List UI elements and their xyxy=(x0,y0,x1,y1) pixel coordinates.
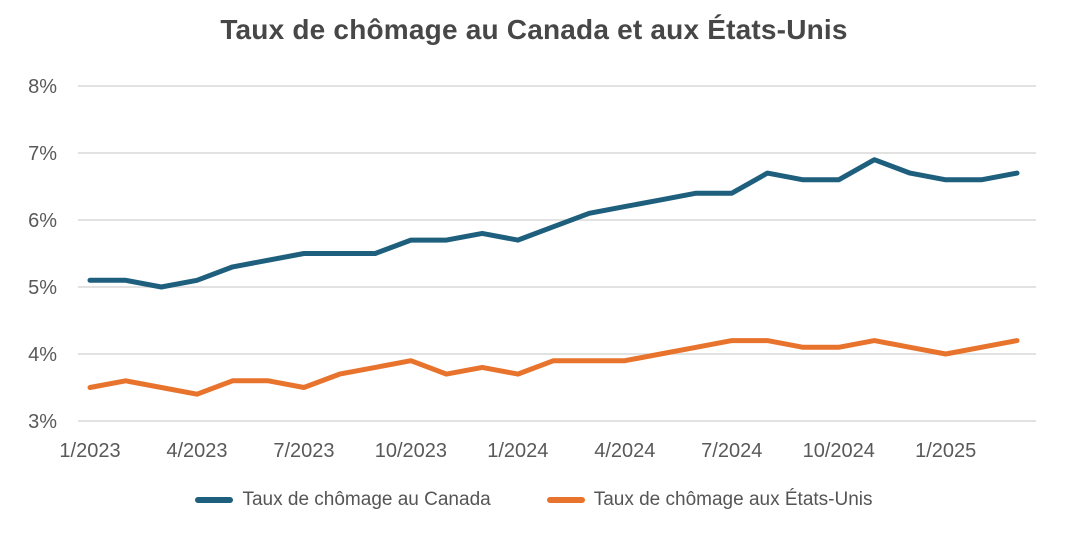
x-tick-label: 7/2023 xyxy=(273,440,334,462)
y-tick-label: 7% xyxy=(28,143,57,165)
x-tick-label: 1/2025 xyxy=(915,440,976,462)
series-line-0 xyxy=(87,157,1020,290)
series-line-1 xyxy=(87,338,1020,397)
y-tick-label: 5% xyxy=(28,277,57,299)
x-tick-label: 4/2023 xyxy=(166,440,227,462)
x-tick-label: 10/2024 xyxy=(803,440,875,462)
legend: Taux de chômage au Canada Taux de chômag… xyxy=(0,489,1068,511)
x-tick-label: 4/2024 xyxy=(594,440,655,462)
legend-swatch-canada xyxy=(195,497,234,503)
legend-entry-us: Taux de chômage aux États-Unis xyxy=(546,489,873,511)
chart-title: Taux de chômage au Canada et aux États-U… xyxy=(220,14,848,45)
x-tick-label: 1/2024 xyxy=(487,440,548,462)
x-tick-label: 10/2023 xyxy=(375,440,447,462)
y-tick-label: 4% xyxy=(28,344,57,366)
legend-entry-canada: Taux de chômage au Canada xyxy=(195,489,491,511)
x-tick-label: 7/2024 xyxy=(701,440,762,462)
legend-label-canada: Taux de chômage au Canada xyxy=(242,489,491,510)
y-tick-label: 6% xyxy=(28,210,57,232)
legend-swatch-us xyxy=(546,497,585,503)
y-tick-label: 8% xyxy=(28,76,57,98)
legend-label-us: Taux de chômage aux États-Unis xyxy=(593,489,873,510)
y-tick-label: 3% xyxy=(28,411,57,433)
x-tick-label: 1/2023 xyxy=(59,440,120,462)
